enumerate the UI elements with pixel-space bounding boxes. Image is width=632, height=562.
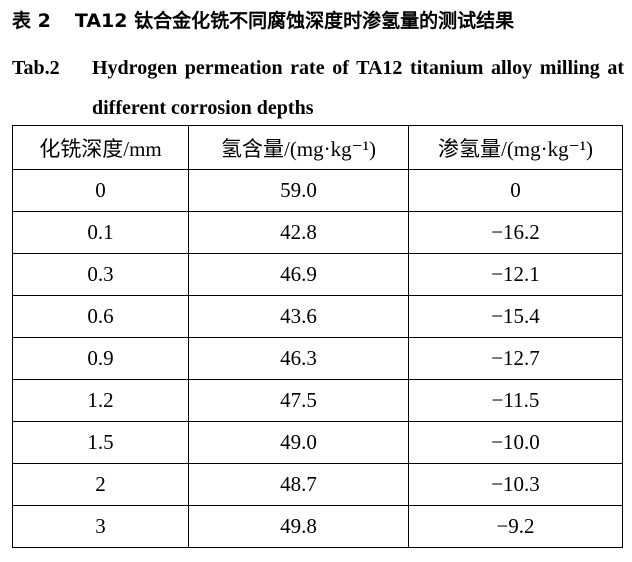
table-cell: 48.7 [188, 463, 409, 506]
cn-caption: 表 2 TA12 钛合金化铣不同腐蚀深度时渗氢量的测试结果 [12, 6, 538, 33]
table-row: 0.6 43.6 −15.4 [12, 295, 623, 338]
table-row: 0.1 42.8 −16.2 [12, 211, 623, 254]
table-cell: 1.2 [12, 379, 189, 422]
table-cell: 2 [12, 463, 189, 506]
table-cell: 氢含量/(mg·kg⁻¹) [188, 125, 409, 170]
table-cell: −16.2 [408, 211, 623, 254]
en-title: Hydrogen permeation rate of TA12 titaniu… [92, 57, 624, 119]
en-label: Tab.2 [12, 57, 60, 79]
table-cell: 46.9 [188, 253, 409, 296]
table-cell: −10.3 [408, 463, 623, 506]
table-cell: 49.8 [188, 505, 409, 548]
header-row: 化铣深度/mm 氢含量/(mg·kg⁻¹) 渗氢量/(mg·kg⁻¹) [12, 125, 623, 170]
cn-label: 表 2 [12, 10, 51, 32]
table-cell: 0 [408, 169, 623, 212]
table-row: 3 49.8 −9.2 [12, 505, 623, 548]
table-cell: −10.0 [408, 421, 623, 464]
table-row: 2 48.7 −10.3 [12, 463, 623, 506]
table-cell: 46.3 [188, 337, 409, 380]
table-cell: 59.0 [188, 169, 409, 212]
table-cell: 42.8 [188, 211, 409, 254]
table-row: 0.9 46.3 −12.7 [12, 337, 623, 380]
cn-title: TA12 钛合金化铣不同腐蚀深度时渗氢量的测试结果 [74, 10, 515, 32]
table-row: 1.2 47.5 −11.5 [12, 379, 623, 422]
table-cell: 0.3 [12, 253, 189, 296]
table-cell: 49.0 [188, 421, 409, 464]
table-cell: 0 [12, 169, 189, 212]
table-cell: 化铣深度/mm [12, 125, 189, 170]
table-cell: 1.5 [12, 421, 189, 464]
table-cell: 3 [12, 505, 189, 548]
table-cell: −15.4 [408, 295, 623, 338]
table-cell: −12.7 [408, 337, 623, 380]
table-row: 0 59.0 0 [12, 169, 623, 212]
table-cell: 0.9 [12, 337, 189, 380]
table-cell: −12.1 [408, 253, 623, 296]
data-table: 化铣深度/mm 氢含量/(mg·kg⁻¹) 渗氢量/(mg·kg⁻¹) 0 59.0 0 0… [12, 125, 623, 548]
table-cell: 47.5 [188, 379, 409, 422]
table-cell: 43.6 [188, 295, 409, 338]
table-cell: −11.5 [408, 379, 623, 422]
table-cell: 0.1 [12, 211, 189, 254]
table-cell: 0.6 [12, 295, 189, 338]
table-cell: −9.2 [408, 505, 623, 548]
table-cell: 渗氢量/(mg·kg⁻¹) [408, 125, 623, 170]
table-row: 1.5 49.0 −10.0 [12, 421, 623, 464]
table-row: 0.3 46.9 −12.1 [12, 253, 623, 296]
en-caption: Tab.2 Hydrogen permeation rate of TA12 ti… [12, 48, 624, 128]
